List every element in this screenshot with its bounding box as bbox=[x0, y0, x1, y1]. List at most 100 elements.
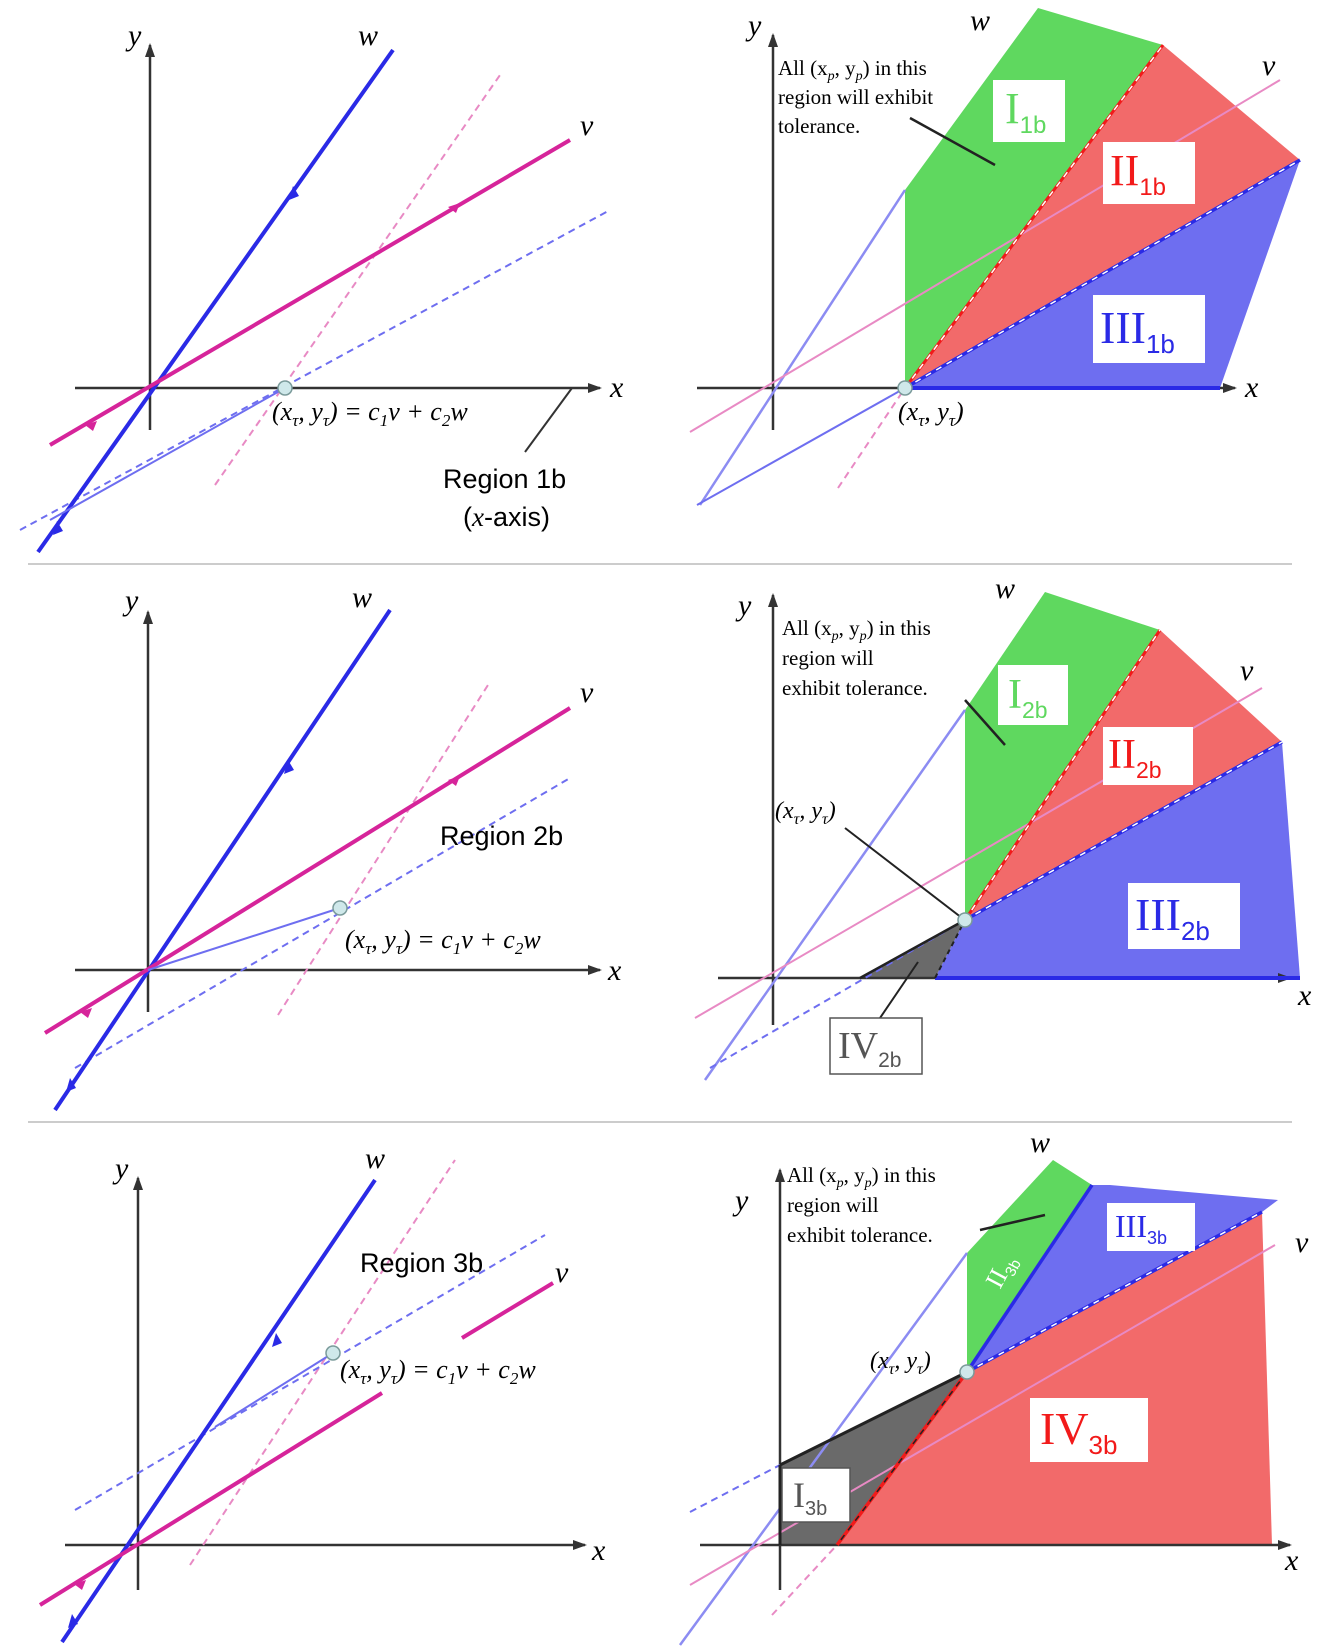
w-arrowhead bbox=[68, 1614, 78, 1628]
region-III-fill bbox=[967, 1185, 1278, 1372]
dashed-v-line bbox=[74, 1234, 546, 1511]
label-I: I1b bbox=[1005, 84, 1046, 139]
note-leader bbox=[979, 1213, 1046, 1232]
v-label: v bbox=[580, 676, 594, 709]
w-line bbox=[60, 1178, 377, 1644]
w-arrowhead bbox=[53, 521, 63, 535]
dashed-w-line bbox=[277, 684, 489, 1016]
dashed-v-line bbox=[19, 209, 611, 531]
w-arrowhead bbox=[289, 186, 299, 200]
boundary-II-III-dashed bbox=[964, 741, 1283, 921]
panel-2b-left: y x w v Region 2b (xτ, yτ) = c1v + c2w bbox=[43, 581, 622, 1112]
v-label: v bbox=[1295, 1226, 1309, 1259]
label-I: I3b bbox=[793, 1475, 827, 1520]
point-label: (xτ, yτ) bbox=[870, 1348, 931, 1378]
thin-v-line bbox=[689, 1244, 1276, 1586]
region-label: Region 3b bbox=[360, 1248, 483, 1278]
tolerance-note: All (xp, yp) in this region will exhibit… bbox=[778, 56, 938, 138]
tolerance-note: All (xp, yp) in this region will exhibit… bbox=[787, 1163, 941, 1247]
w-label: w bbox=[358, 19, 378, 52]
point-equation: (xτ, yτ) = c1v + c2w bbox=[340, 1355, 536, 1388]
y-axis-label: y bbox=[735, 589, 752, 622]
x-axis-label: x bbox=[609, 371, 624, 404]
crossing-point bbox=[959, 1364, 975, 1380]
region-IV-edge-dashed bbox=[934, 919, 966, 979]
w-line bbox=[53, 608, 392, 1112]
y-axis-label: y bbox=[732, 1184, 749, 1217]
thin-v-line bbox=[689, 79, 1281, 433]
label-III-box bbox=[1128, 883, 1240, 949]
label-III-box bbox=[1093, 295, 1205, 363]
label-IV: IV2b bbox=[838, 1025, 901, 1072]
dashed-lower-line bbox=[837, 387, 906, 489]
y-axis-label: y bbox=[112, 1152, 129, 1185]
region-II-fill bbox=[905, 45, 1300, 388]
y-axis-label: y bbox=[125, 19, 142, 52]
thin-v-line bbox=[147, 907, 341, 971]
dashed-pink-lower bbox=[771, 1544, 838, 1616]
crossing-point bbox=[897, 380, 913, 396]
w-arrowhead bbox=[272, 1333, 282, 1347]
x-axis-label: x bbox=[1244, 371, 1259, 404]
label-IV-box bbox=[1030, 1398, 1148, 1462]
panel-3b-right: y x w v All (xp, yp) in this region will… bbox=[678, 1126, 1309, 1646]
thin-w-line bbox=[698, 189, 907, 506]
label-I-box bbox=[998, 665, 1068, 725]
note-leader bbox=[909, 116, 996, 167]
point-equation: (xτ, yτ) = c1v + c2w bbox=[272, 397, 468, 430]
v-arrowhead bbox=[74, 1580, 86, 1590]
y-axis-label: y bbox=[122, 584, 139, 617]
boundary-II-III bbox=[965, 1184, 1094, 1373]
thin-lower-line bbox=[696, 387, 906, 506]
v-arrowhead bbox=[448, 776, 460, 786]
crossing-point bbox=[957, 912, 973, 928]
w-label: w bbox=[1030, 1126, 1050, 1159]
leader-line bbox=[524, 387, 573, 453]
point-label: (xτ, yτ) bbox=[775, 798, 836, 828]
thin-v-line bbox=[214, 1352, 334, 1428]
IV-leader bbox=[879, 961, 919, 1019]
w-label: w bbox=[995, 572, 1015, 605]
v-label: v bbox=[580, 109, 594, 142]
thin-w-line bbox=[703, 709, 967, 1081]
boundary-III-IV-dashed bbox=[966, 1211, 1263, 1373]
w-arrowhead bbox=[66, 1078, 76, 1092]
thin-w-line bbox=[678, 1252, 969, 1646]
v-arrowhead bbox=[80, 1008, 92, 1018]
region-II-fill bbox=[967, 1160, 1092, 1372]
dashed-lower-line bbox=[689, 1464, 781, 1513]
v-arrowhead bbox=[448, 203, 460, 213]
note-leader bbox=[964, 699, 1006, 746]
label-II: II2b bbox=[1108, 732, 1162, 783]
label-I-box bbox=[781, 1467, 851, 1523]
region-I-top bbox=[779, 1370, 968, 1467]
v-line-lower bbox=[38, 1391, 384, 1607]
region-IV-fill bbox=[837, 1212, 1272, 1545]
v-line-upper bbox=[460, 1281, 555, 1340]
label-II: II3b bbox=[980, 1249, 1025, 1295]
region-label: Region 2b bbox=[440, 821, 563, 851]
region-IV-edge bbox=[859, 918, 966, 980]
crossing-point bbox=[332, 900, 348, 916]
x-axis-label: x bbox=[591, 1534, 606, 1567]
label-II-box bbox=[1103, 727, 1193, 785]
x-axis-label: x bbox=[607, 954, 622, 987]
y-axis-label: y bbox=[745, 9, 762, 42]
label-I-box bbox=[993, 80, 1065, 142]
label-III: III3b bbox=[1115, 1208, 1167, 1248]
label-III-box bbox=[1107, 1203, 1195, 1251]
panel-2b-right: y x w v All (xp, yp) in this region will… bbox=[694, 572, 1312, 1081]
v-label: v bbox=[555, 1256, 569, 1289]
label-III: III1b bbox=[1100, 302, 1175, 359]
w-arrowhead bbox=[284, 760, 294, 774]
crossing-point bbox=[325, 1345, 341, 1361]
label-IV: IV3b bbox=[1040, 1403, 1117, 1460]
v-arrowhead bbox=[85, 421, 97, 431]
point-label: (xτ, yτ) bbox=[898, 397, 964, 430]
label-II-rotated: II3b bbox=[980, 1249, 1025, 1295]
v-line bbox=[43, 706, 572, 1035]
region-sublabel: (x-axis) bbox=[463, 502, 550, 532]
panel-1b-left: y x w v (xτ, yτ) = c1v + c2w Region 1b (… bbox=[19, 19, 624, 554]
thin-v-line bbox=[49, 387, 286, 521]
